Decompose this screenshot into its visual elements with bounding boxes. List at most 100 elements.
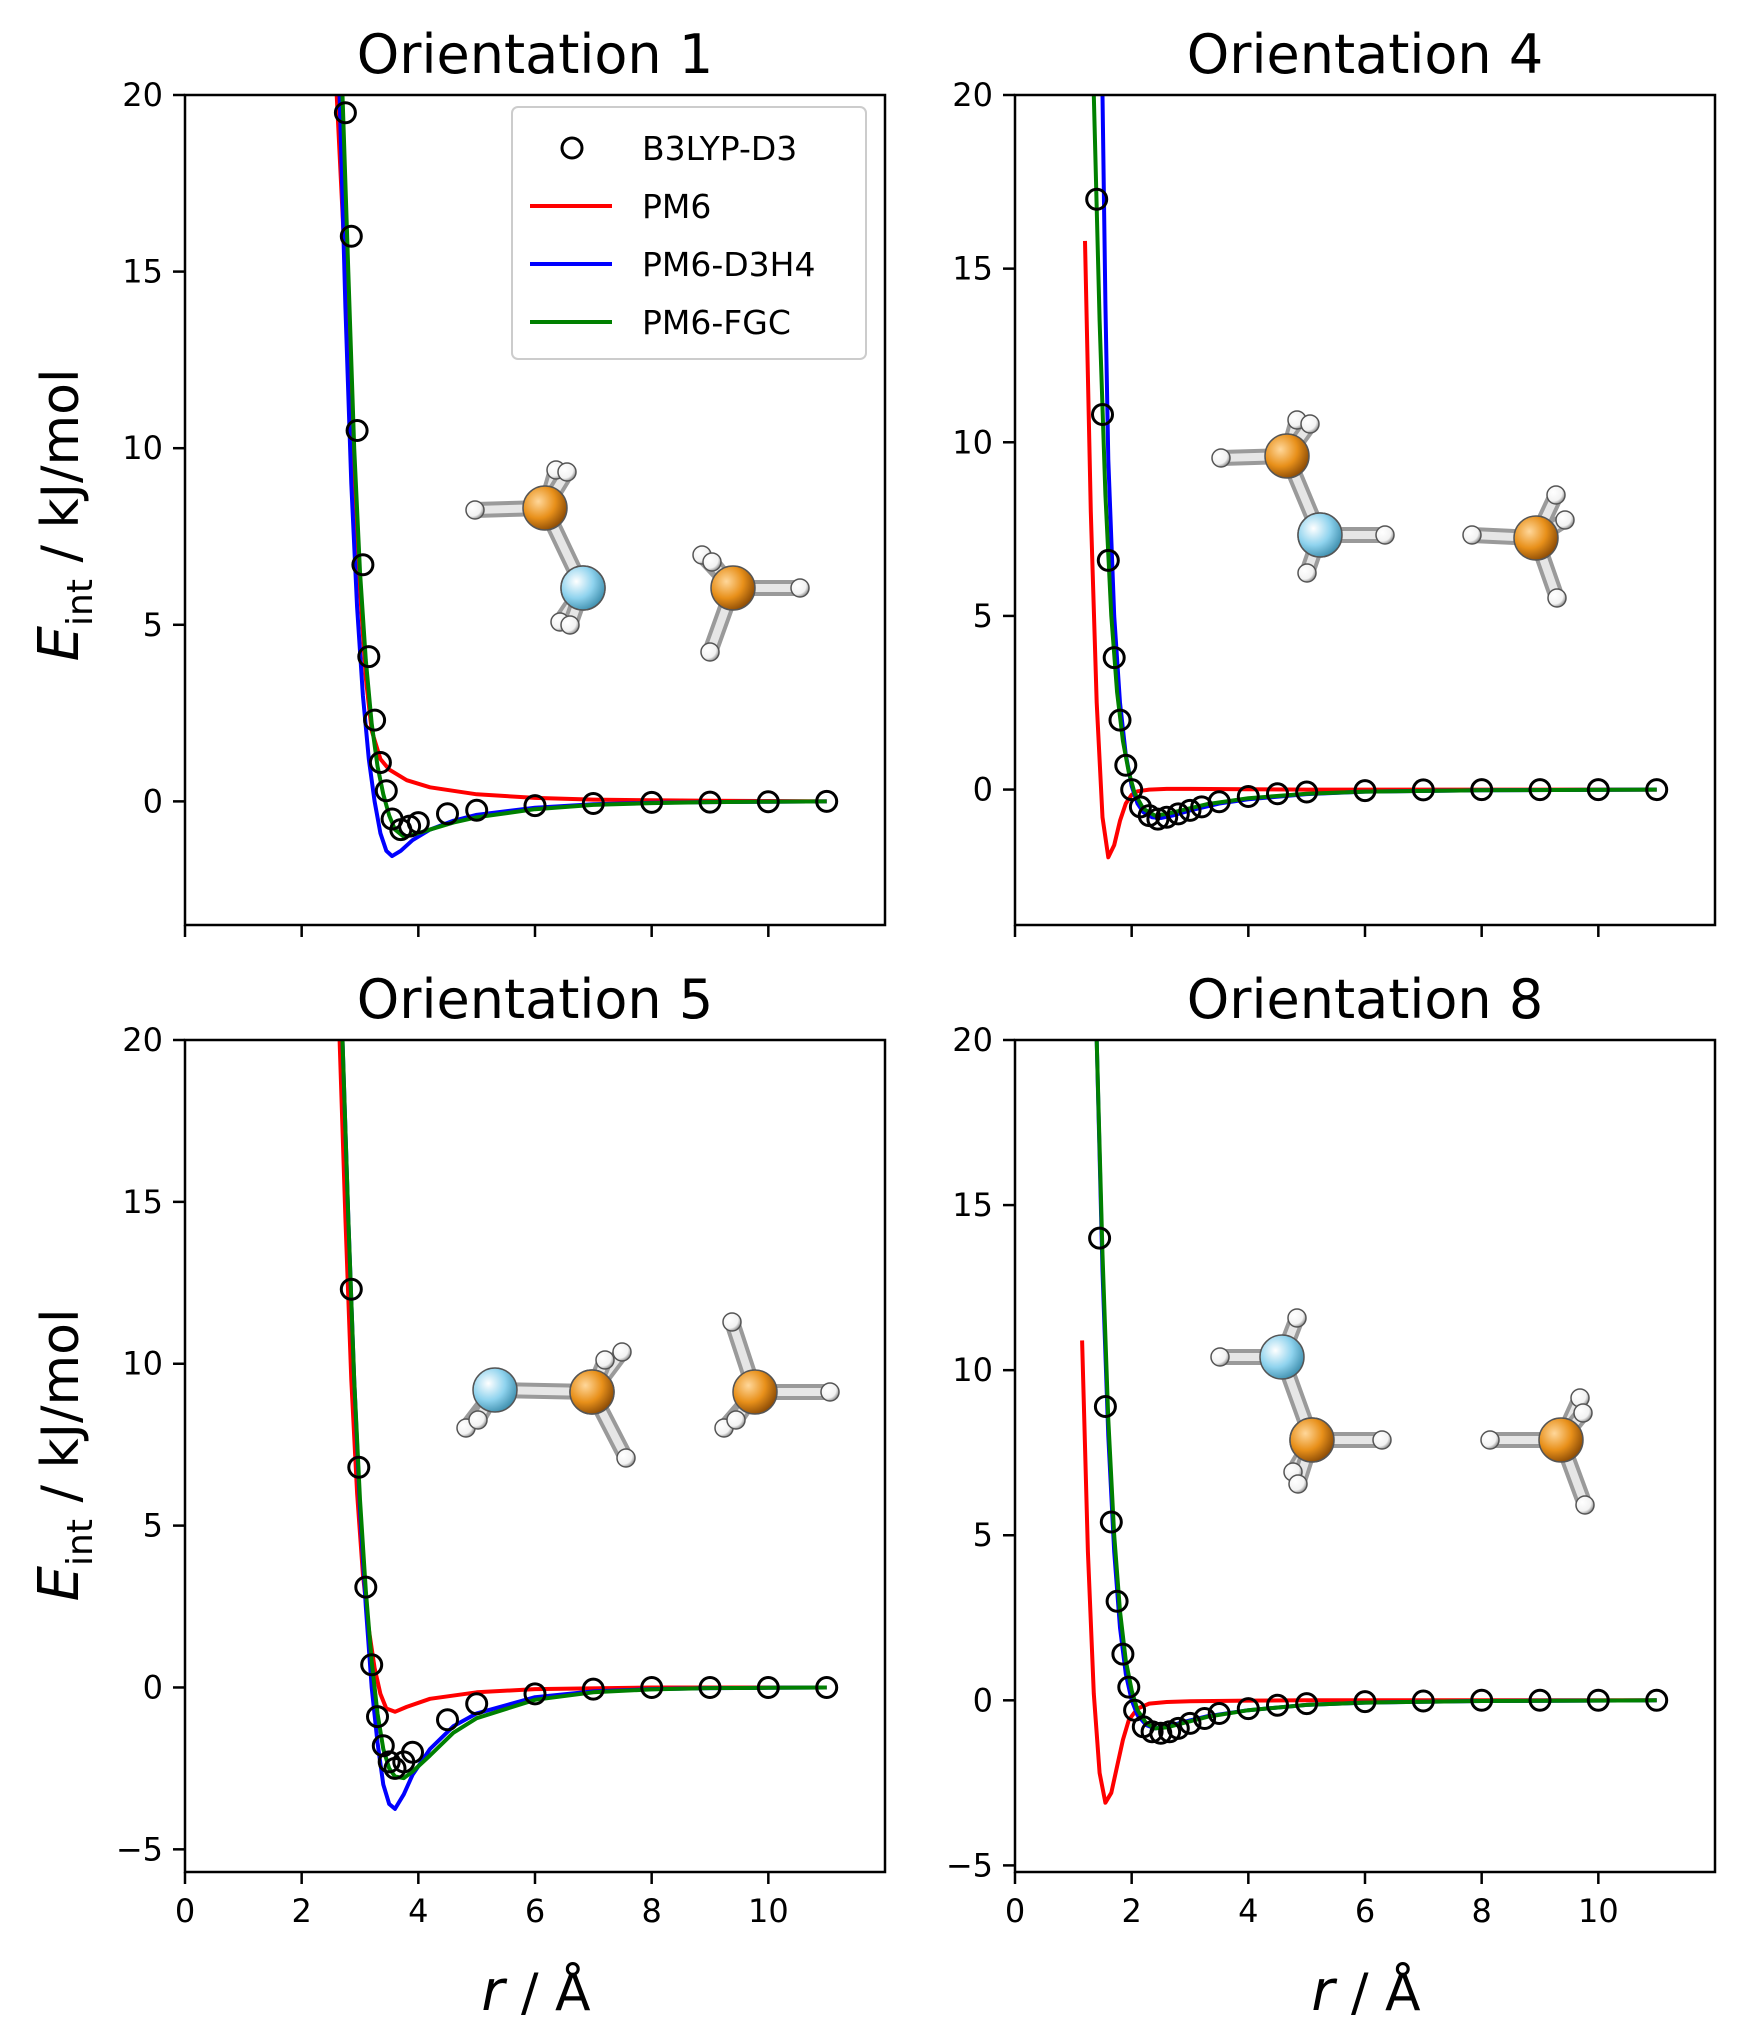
hydrogen-atom: [1480, 1430, 1500, 1450]
panel-title: Orientation 4: [1187, 23, 1543, 86]
panel-title: Orientation 8: [1187, 968, 1543, 1031]
data-point-b3lyp-d3: [339, 1277, 363, 1301]
data-point-b3lyp-d3: [1178, 798, 1202, 822]
data-point-b3lyp-d3: [1528, 778, 1552, 802]
hydrogen-atom: [468, 1410, 488, 1430]
series-line-pm6-fgc: [340, 95, 827, 839]
data-point-b3lyp-d3: [1091, 403, 1114, 426]
data-point-b3lyp-d3: [1108, 708, 1132, 732]
molecule-illustrations: [456, 410, 1595, 1515]
y-tick-label: 15: [122, 253, 163, 291]
data-point-b3lyp-d3: [1105, 1589, 1129, 1613]
data-point-b3lyp-d3: [1111, 1642, 1135, 1666]
data-point-b3lyp-d3: [1353, 779, 1377, 803]
data-point-b3lyp-d3: [1353, 1690, 1377, 1714]
panel-orientation-8: Orientation 8 0 2 4 6 8 10 −5 0 5 10 15 20: [946, 968, 1717, 1930]
y-tick-label: 5: [143, 606, 163, 644]
data-point-b3lyp-d3: [1645, 778, 1669, 802]
y-axis-label-top: Eint / kJ/mol: [27, 369, 101, 662]
data-point-b3lyp-d3: [465, 1692, 489, 1716]
series-line-pm6: [1083, 240, 1657, 860]
y-tick-label: 15: [122, 1183, 163, 1221]
x-tick-label: 10: [1578, 1892, 1619, 1930]
x-tick-label: 8: [641, 1892, 661, 1930]
data-point-b3lyp-d3: [1470, 1688, 1494, 1712]
data-point-b3lyp-d3: [366, 1705, 389, 1729]
y-tick-label: 15: [952, 250, 993, 288]
legend-marker-b3lyp: [560, 136, 584, 160]
nitrogen-atom: [560, 565, 606, 611]
data-point-b3lyp-d3: [1411, 1689, 1435, 1713]
panel-title: Orientation 1: [357, 23, 713, 86]
x-tick-label: 10: [748, 1892, 789, 1930]
y-axis-label-bottom: Eint / kJ/mol: [27, 1309, 101, 1602]
series-line-pm6-d3h4: [1100, 95, 1657, 820]
carbon-atom: [1289, 1417, 1335, 1463]
legend-frame: [511, 106, 867, 360]
y-tick-label: 0: [143, 782, 163, 820]
axes-frame: [1013, 1038, 1717, 1874]
data-point-b3lyp-d3: [1166, 802, 1190, 826]
data-point-b3lyp-d3: [698, 790, 722, 814]
data-point-b3lyp-d3: [363, 708, 387, 732]
hydrogen-atom: [820, 1382, 840, 1402]
y-tick-label: 5: [973, 1516, 993, 1554]
nitrogen-atom: [1259, 1334, 1305, 1380]
data-point-b3lyp-d3: [1093, 1395, 1117, 1418]
data-point-b3lyp-d3: [756, 790, 780, 814]
data-point-b3lyp-d3: [815, 1676, 839, 1699]
y-tick-label: 10: [122, 429, 163, 467]
x-axis-label-right: r / Å: [1311, 1959, 1421, 2024]
nitrogen-atom: [472, 1367, 518, 1413]
data-point-b3lyp-d3: [1411, 778, 1435, 802]
data-point-b3lyp-d3: [377, 1750, 401, 1774]
hydrogen-atom: [1210, 1347, 1230, 1367]
y-tick-label: 20: [122, 76, 163, 114]
hydrogen-atom: [1211, 448, 1231, 468]
panel-orientation-1: Orientation 1 0 5 10 15 20: [122, 23, 887, 937]
data-point-b3lyp-d3: [345, 419, 369, 442]
legend: B3LYP-D3 PM6 PM6-D3H4 PM6-FGC: [511, 106, 867, 360]
x-tick-label: 4: [408, 1892, 428, 1930]
x-tick-label: 0: [1005, 1892, 1025, 1930]
plot-area: [333, 95, 839, 859]
data-point-b3lyp-d3: [401, 1740, 424, 1764]
y-tick-label: 10: [952, 423, 993, 461]
x-tick-label: 6: [525, 1892, 545, 1930]
data-point-b3lyp-d3: [1645, 1688, 1669, 1712]
hydrogen-atom: [1372, 1430, 1392, 1450]
axes-frame: [183, 93, 887, 927]
hydrogen-atom: [1575, 1495, 1595, 1515]
data-point-b3lyp-d3: [640, 790, 664, 814]
hydrogen-atom: [616, 1448, 636, 1468]
data-point-b3lyp-d3: [640, 1676, 664, 1699]
x-tick-label: 6: [1355, 1892, 1375, 1930]
x-tick-label: 2: [1121, 1892, 1141, 1930]
y-tick-label: 5: [143, 1507, 163, 1545]
carbon-atom: [732, 1369, 778, 1415]
hydrogen-atom: [1573, 1403, 1593, 1423]
x-axis-label-left: r / Å: [481, 1959, 591, 2024]
data-point-b3lyp-d3: [815, 789, 839, 813]
legend-label-pm6-fgc: PM6-FGC: [642, 303, 791, 342]
y-tick-label: 0: [973, 771, 993, 809]
data-point-b3lyp-d3: [581, 1677, 605, 1701]
plot-area: [1080, 1040, 1669, 1805]
data-point-b3lyp-d3: [1140, 1720, 1164, 1744]
hydrogen-atom: [790, 578, 810, 598]
data-point-b3lyp-d3: [1114, 753, 1138, 777]
panel-orientation-4: Orientation 4 0 5 10 15 20: [952, 23, 1717, 937]
data-point-b3lyp-d3: [1085, 187, 1109, 211]
data-point-b3lyp-d3: [1528, 1688, 1552, 1712]
data-point-b3lyp-d3: [1146, 807, 1170, 831]
y-tick-label: −5: [946, 1846, 993, 1884]
data-point-b3lyp-d3: [523, 794, 547, 818]
panel-title: Orientation 5: [357, 968, 713, 1031]
hydrogen-atom: [702, 552, 722, 572]
x-tick-label: 4: [1238, 1892, 1258, 1930]
hydrogen-atom: [560, 615, 580, 635]
hydrogen-atom: [1375, 525, 1395, 545]
data-point-b3lyp-d3: [436, 802, 459, 826]
hydrogen-atom: [700, 642, 720, 662]
hydrogen-atom: [557, 462, 577, 482]
